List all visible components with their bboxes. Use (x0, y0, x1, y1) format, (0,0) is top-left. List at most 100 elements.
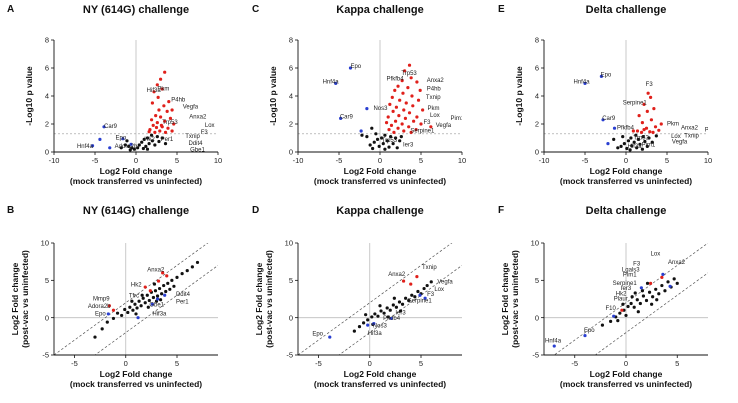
red-point (414, 128, 418, 132)
blue-point (612, 314, 616, 318)
red-point (167, 100, 171, 104)
red-point (163, 70, 167, 74)
black-point (600, 323, 605, 327)
x-tick-label: 5 (419, 359, 423, 368)
blue-point (601, 118, 605, 122)
y-axis-label: -Log10 p value (268, 66, 278, 126)
x-axis-label: Log2 Fold change (344, 369, 417, 379)
black-point (123, 307, 127, 312)
red-point (415, 275, 419, 279)
red-point (637, 114, 641, 118)
black-point (385, 139, 389, 143)
black-point (641, 135, 645, 139)
black-point (152, 282, 157, 286)
black-point (185, 269, 189, 273)
blue-point (155, 297, 160, 301)
red-point (639, 130, 644, 134)
black-point (386, 315, 390, 319)
y-tick-label: 6 (289, 64, 293, 73)
x-tick-label: 5 (175, 156, 179, 165)
red-point (429, 125, 433, 129)
red-point (409, 130, 413, 134)
x-tick-label: -5 (92, 156, 99, 165)
black-point (650, 302, 654, 306)
red-point (415, 115, 419, 119)
black-point (380, 136, 384, 140)
red-point (150, 101, 154, 105)
black-point (160, 136, 164, 140)
gene-label: Hif3a (628, 144, 643, 150)
blue-point (372, 322, 376, 326)
y-tick-label: 0 (535, 148, 539, 157)
gene-label: Vegfa (437, 279, 453, 285)
x-axis-label: (mock transferred vs uninfected) (560, 176, 692, 186)
red-point (386, 115, 390, 119)
red-point (402, 129, 406, 133)
blue-point (136, 316, 140, 320)
red-point (387, 128, 391, 132)
panel-e: E Delta challenge Epo Hnf4a F3 Serpine1 Car9 Pk… (498, 4, 712, 186)
x-tick-label: 5 (419, 156, 423, 165)
red-point (161, 271, 165, 275)
x-axis-label: (mock transferred vs uninfected) (70, 379, 202, 389)
red-point (401, 279, 406, 283)
gene-label: Pkm (157, 86, 169, 92)
red-point (156, 95, 160, 99)
red-point (660, 275, 664, 279)
panel-letter: F (498, 205, 504, 216)
gene-label: Anxa2 (427, 78, 445, 84)
red-point (154, 114, 158, 118)
red-point (642, 102, 646, 106)
red-point (649, 281, 653, 285)
red-point (407, 111, 412, 115)
red-point (393, 88, 397, 92)
gene-label: Txnip (426, 95, 441, 101)
black-point (635, 298, 639, 302)
red-point (400, 122, 404, 126)
gene-label: Car9 (602, 116, 616, 122)
diagonal-guide-line (94, 265, 218, 355)
x-axis-label: Log2 Fold change (100, 369, 173, 379)
red-point (397, 114, 401, 118)
panel-d: D Kappa challenge Txnip Anxa2 Vegfa LoxF3Serp… (252, 205, 462, 389)
x-axis-label: Log2 Fold change (590, 166, 663, 176)
x-tick-label: 5 (675, 359, 679, 368)
black-point (100, 327, 104, 331)
black-point (632, 140, 636, 144)
x-tick-label: 0 (378, 156, 382, 165)
black-point (398, 139, 402, 143)
gene-label: Lox (671, 134, 681, 140)
red-point (155, 83, 159, 87)
black-point (368, 143, 372, 147)
y-tick-label: 0 (535, 313, 539, 322)
panel-title: NY (614G) challenge (83, 205, 189, 217)
black-point (145, 293, 149, 297)
black-point (166, 281, 170, 285)
x-tick-label: -5 (315, 359, 322, 368)
red-point (653, 125, 658, 129)
black-point (425, 283, 429, 288)
red-point (170, 129, 174, 133)
gene-label: Trp53 (633, 135, 649, 141)
y-tick-label: 4 (289, 92, 293, 101)
black-point (621, 302, 625, 306)
blue-point (606, 142, 610, 146)
blue-point (129, 142, 133, 146)
black-point (370, 315, 374, 319)
gene-label: Hif3a (147, 88, 162, 94)
black-point (160, 292, 164, 296)
panel-letter: B (7, 205, 14, 216)
panel-title: Kappa challenge (336, 205, 423, 217)
black-point (633, 291, 637, 295)
y-tick-label: 10 (41, 239, 49, 248)
black-point (144, 144, 148, 148)
y-axis-label: (post-vac vs uninfected) (510, 250, 520, 348)
black-point (629, 301, 633, 306)
black-point (170, 278, 174, 282)
black-point (382, 311, 386, 315)
blue-point (661, 272, 665, 276)
black-point (141, 146, 145, 151)
red-point (163, 130, 168, 134)
black-point (376, 314, 380, 318)
